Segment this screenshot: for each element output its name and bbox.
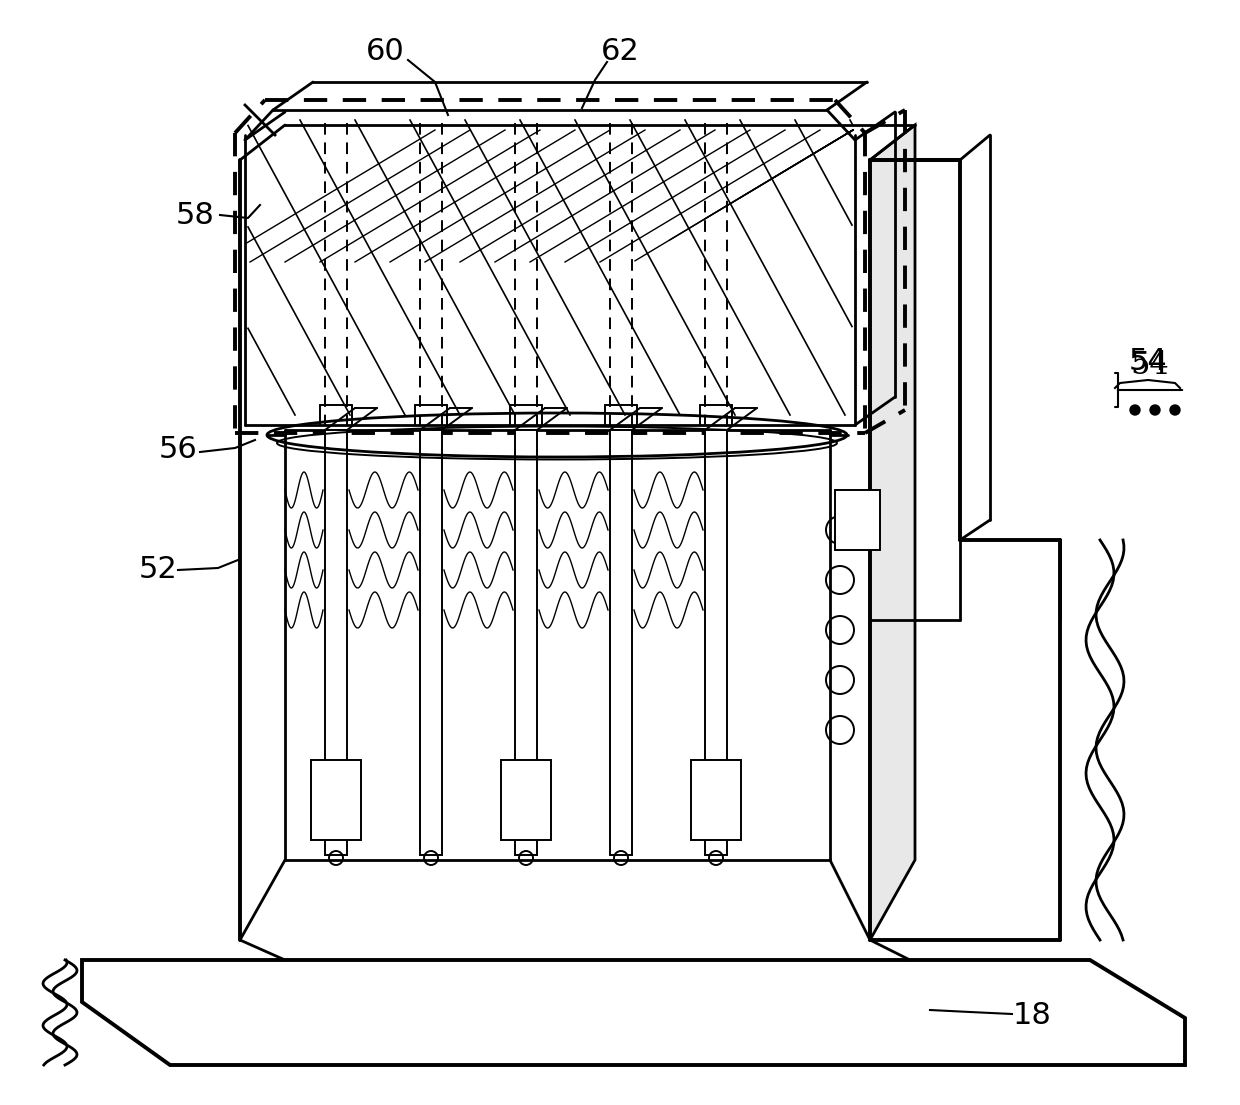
Polygon shape xyxy=(325,430,347,855)
Polygon shape xyxy=(501,760,551,840)
Circle shape xyxy=(1149,406,1159,415)
Text: 54: 54 xyxy=(1128,347,1167,377)
Circle shape xyxy=(1130,406,1140,415)
Polygon shape xyxy=(610,430,632,855)
Text: 58: 58 xyxy=(176,200,215,230)
Text: 18: 18 xyxy=(1013,1000,1052,1030)
Text: 52: 52 xyxy=(139,556,177,585)
Polygon shape xyxy=(311,760,361,840)
Polygon shape xyxy=(706,430,727,855)
Circle shape xyxy=(1171,406,1180,415)
Text: 54: 54 xyxy=(1131,349,1169,380)
Text: 56: 56 xyxy=(159,435,197,464)
Polygon shape xyxy=(835,490,880,550)
Polygon shape xyxy=(691,760,742,840)
Polygon shape xyxy=(420,430,441,855)
Polygon shape xyxy=(82,960,1185,1065)
Polygon shape xyxy=(870,125,915,940)
Text: 62: 62 xyxy=(600,38,640,66)
Text: 60: 60 xyxy=(366,38,404,66)
Polygon shape xyxy=(515,430,537,855)
